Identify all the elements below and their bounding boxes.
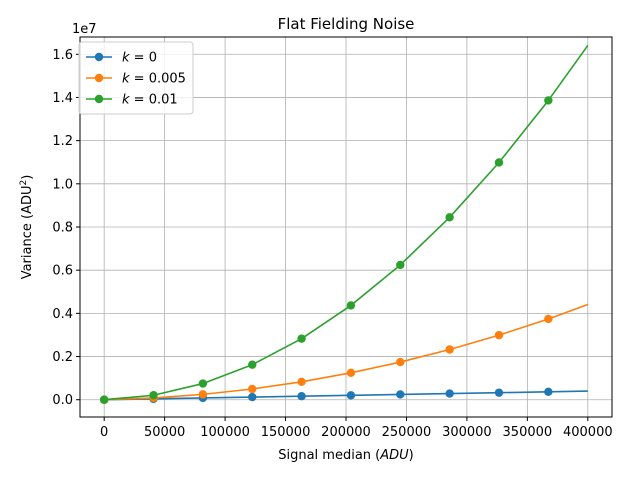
- legend-label-variable: k: [122, 72, 130, 87]
- data-point: [396, 357, 405, 367]
- legend-marker: [94, 73, 104, 83]
- y-axis: 0.0 0.2 0.4 0.6 0.8 1.0 1.2 1.4 1.6: [52, 48, 80, 408]
- data-point: [544, 314, 553, 324]
- series-layer: [99, 44, 589, 404]
- legend-label-value: = 0.005: [130, 72, 186, 87]
- data-point: [396, 260, 405, 270]
- data-point: [149, 391, 158, 400]
- data-point: [445, 345, 454, 354]
- x-axis-label: Signal median (ADU): [278, 448, 414, 463]
- data-point: [346, 368, 356, 378]
- y-tick-label: 0.8: [52, 221, 73, 236]
- y-tick-label: 0.6: [52, 264, 73, 279]
- chart-title: Flat Fielding Noise: [278, 15, 415, 33]
- data-point: [494, 158, 504, 167]
- data-point: [346, 301, 356, 310]
- data-point: [297, 377, 306, 387]
- x-tick-label: 350000: [503, 425, 553, 440]
- data-point: [248, 384, 257, 394]
- y-tick-label: 1.6: [52, 48, 73, 63]
- data-point: [445, 389, 454, 398]
- x-tick-label: 150000: [261, 425, 311, 440]
- x-tick-label: 250000: [382, 425, 432, 440]
- grid: [80, 37, 612, 417]
- y-offset-text: 1e7: [72, 22, 97, 37]
- x-axis: 0 50000 100000 150000 200000 250000 300000 3500…: [100, 417, 613, 440]
- series-2: [99, 44, 589, 404]
- data-point: [346, 391, 356, 400]
- y-tick-label: 0.2: [52, 350, 73, 365]
- legend-marker: [94, 94, 104, 104]
- legend-label-value: = 0.01: [130, 93, 178, 108]
- data-point: [99, 395, 109, 404]
- y-tick-label: 1.4: [52, 91, 73, 106]
- y-tick-label: 0.4: [52, 307, 73, 322]
- data-point: [198, 390, 208, 399]
- x-tick-label: 50000: [144, 425, 185, 440]
- legend-label: k = 0.01: [122, 93, 178, 108]
- y-axis-label: Variance (ADU2): [19, 175, 35, 280]
- data-point: [396, 390, 405, 399]
- data-point: [297, 392, 306, 401]
- data-point: [544, 96, 553, 105]
- y-tick-label: 1.0: [52, 177, 73, 192]
- data-point: [248, 360, 257, 369]
- data-point: [544, 387, 553, 396]
- x-tick-label: 200000: [321, 425, 371, 440]
- data-point: [445, 213, 454, 222]
- data-point: [297, 334, 306, 343]
- legend-label-value: = 0: [130, 51, 157, 66]
- y-tick-label: 0.0: [52, 393, 73, 408]
- y-tick-label: 1.2: [52, 134, 73, 149]
- data-point: [494, 388, 504, 397]
- data-point: [494, 330, 504, 340]
- data-point: [248, 392, 257, 402]
- legend-frame: [78, 41, 194, 115]
- legend-label: k = 0: [122, 51, 157, 66]
- data-point: [198, 379, 208, 388]
- legend-label-variable: k: [122, 93, 130, 108]
- series-1: [99, 303, 589, 404]
- legend-marker: [94, 52, 104, 62]
- x-tick-label: 300000: [442, 425, 492, 440]
- x-tick-label: 0: [100, 425, 108, 440]
- legend-label: k = 0.005: [122, 72, 186, 87]
- legend-label-variable: k: [122, 51, 130, 66]
- x-tick-label: 100000: [200, 425, 250, 440]
- x-tick-label: 400000: [563, 425, 613, 440]
